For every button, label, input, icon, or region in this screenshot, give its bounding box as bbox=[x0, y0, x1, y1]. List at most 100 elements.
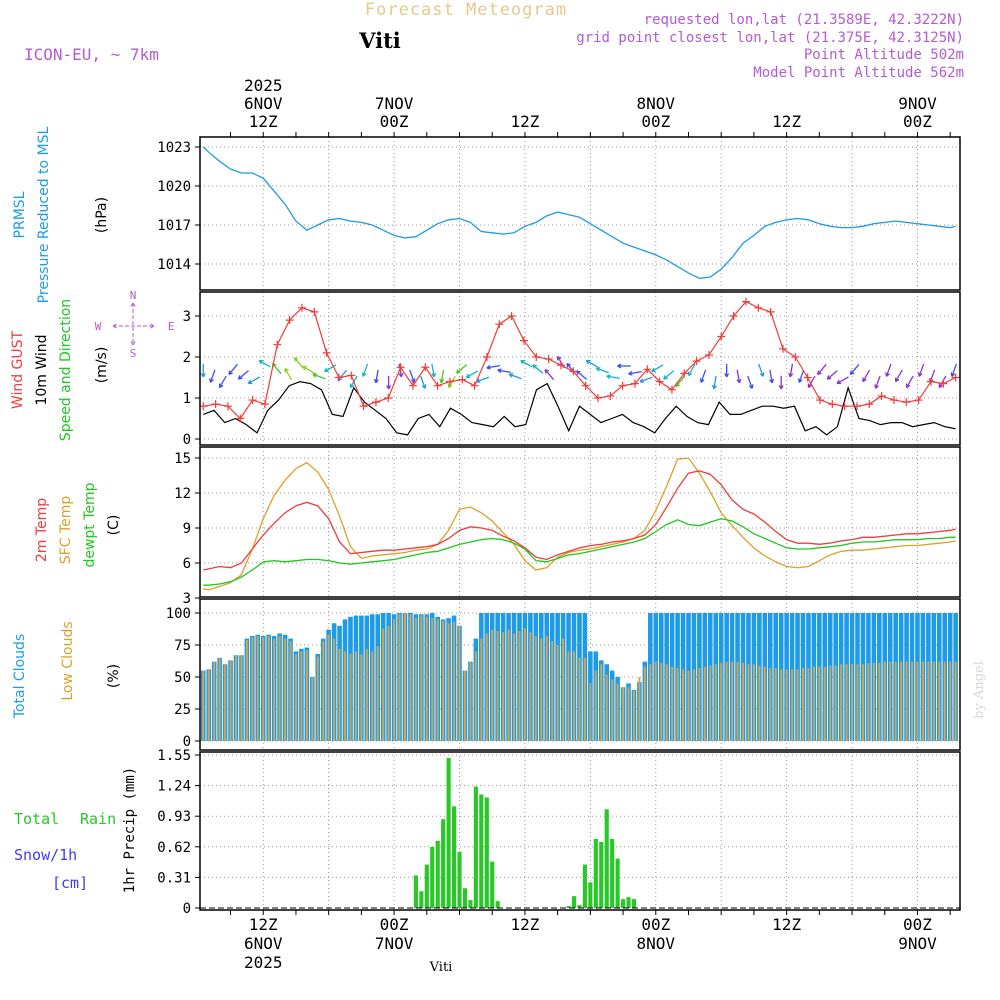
gust-marker bbox=[507, 312, 516, 320]
low-cloud-bar bbox=[442, 620, 445, 741]
wind-dir-label: Speed and Direction bbox=[58, 299, 74, 441]
gust-marker bbox=[470, 381, 479, 390]
low-cloud-bar bbox=[687, 670, 690, 741]
meteogram-title: Forecast Meteogram bbox=[365, 0, 567, 20]
low-cloud-bar bbox=[382, 628, 385, 741]
precip-bar bbox=[484, 797, 489, 908]
precip-bar bbox=[413, 875, 418, 908]
wind-arrow bbox=[508, 372, 522, 380]
wind-arrow bbox=[324, 364, 337, 373]
low-cloud-bar bbox=[949, 661, 952, 741]
low-cloud-bar bbox=[567, 651, 570, 741]
wind-arrow bbox=[544, 368, 555, 381]
y-axis-ticks: 1014 1017 1020 1023 bbox=[157, 140, 200, 273]
wind-arrow bbox=[788, 363, 794, 378]
gust-marker bbox=[815, 396, 824, 405]
gust-markers bbox=[199, 297, 960, 423]
precip-bar bbox=[451, 806, 457, 908]
y-tick-label: 1023 bbox=[157, 140, 191, 156]
pressure-panel-labels: PRMSL Pressure Reduced to MSL (hPa) bbox=[12, 126, 110, 303]
low-cloud-bar bbox=[463, 670, 466, 741]
gust-marker bbox=[717, 332, 726, 341]
low-cloud-bar bbox=[376, 646, 379, 741]
low-cloud-bar bbox=[791, 669, 794, 741]
low-cloud-bar bbox=[589, 683, 592, 741]
low-cloud-bar bbox=[742, 662, 744, 741]
wind-arrow bbox=[769, 369, 775, 384]
wind-arrow bbox=[595, 366, 610, 374]
low-cloud-bar bbox=[692, 669, 695, 741]
precip-bar bbox=[577, 905, 582, 908]
low-cloud-bar bbox=[322, 641, 325, 741]
wind-arrow bbox=[312, 372, 326, 380]
wind-arrow bbox=[826, 370, 838, 380]
y-tick-label: 9 bbox=[183, 521, 191, 537]
precip-bar bbox=[473, 786, 478, 908]
dewpt-label: dewpt Temp bbox=[82, 482, 98, 567]
gust-marker bbox=[791, 353, 800, 361]
low-cloud-bar bbox=[300, 651, 303, 741]
low-cloud-bar bbox=[905, 661, 908, 741]
gust-marker bbox=[347, 371, 356, 380]
low-cloud-bar bbox=[240, 655, 243, 741]
gust-marker bbox=[680, 369, 689, 378]
top-axis-label: 8NOV bbox=[637, 94, 676, 113]
gust-marker bbox=[556, 361, 565, 370]
precip-bar bbox=[441, 819, 446, 908]
wind-arrow bbox=[724, 363, 730, 378]
wind-speed-line bbox=[203, 380, 956, 436]
temp-2m-line bbox=[203, 470, 956, 571]
wind-arrow bbox=[651, 364, 664, 373]
y-tick-label: 1020 bbox=[157, 179, 191, 195]
low-cloud-bar bbox=[916, 661, 919, 741]
wind-arrow bbox=[849, 363, 860, 376]
low-cloud-bar bbox=[889, 661, 892, 741]
low-cloud-bar bbox=[556, 645, 559, 741]
low-cloud-bar bbox=[229, 660, 232, 741]
low-cloud-bar bbox=[485, 633, 488, 741]
gust-marker bbox=[630, 379, 639, 388]
gridlines bbox=[200, 752, 960, 910]
precip-bar bbox=[610, 838, 615, 908]
y-tick-label: 0 bbox=[183, 901, 191, 917]
gust-marker bbox=[421, 363, 430, 372]
snow-unit-label: [cm] bbox=[52, 874, 88, 892]
low-cloud-bar bbox=[251, 637, 254, 741]
wind-arrow bbox=[361, 363, 369, 377]
low-cloud-bar bbox=[354, 651, 357, 741]
precip-bar bbox=[588, 882, 593, 908]
low-cloud-bar bbox=[349, 653, 352, 741]
gust-marker bbox=[643, 365, 652, 374]
panel-frame bbox=[199, 136, 961, 291]
low-cloud-bar bbox=[627, 687, 630, 741]
gust-marker bbox=[877, 391, 886, 400]
wind-arrow bbox=[409, 369, 416, 383]
gust-marker bbox=[704, 350, 713, 359]
y-tick-label: 0.93 bbox=[157, 809, 191, 825]
low-cloud-bar bbox=[752, 664, 755, 741]
low-cloud-bar bbox=[872, 662, 875, 741]
low-cloud-bar bbox=[256, 636, 259, 741]
wind-arrow bbox=[862, 369, 871, 383]
low-cloud-bar bbox=[529, 632, 532, 741]
gust-marker bbox=[914, 396, 923, 405]
model-label: ICON-EU, ~ 7km bbox=[24, 45, 159, 64]
low-cloud-bar bbox=[327, 634, 330, 741]
y-tick-label: 25 bbox=[174, 702, 191, 718]
low-cloud-bar bbox=[502, 632, 505, 741]
precip-bar bbox=[615, 858, 620, 908]
total-clouds-label: Total Clouds bbox=[12, 634, 28, 719]
low-cloud-bar bbox=[665, 664, 668, 741]
cloud-unit-label: (%) bbox=[106, 664, 122, 688]
gust-marker bbox=[852, 402, 861, 411]
wind-arrow bbox=[874, 375, 881, 389]
gust-marker bbox=[766, 307, 775, 316]
top-axis-label: 2025 bbox=[244, 76, 283, 95]
temp-unit-label: (C) bbox=[106, 515, 122, 536]
precip-bar bbox=[419, 891, 424, 908]
y-tick-label: 0 bbox=[183, 432, 191, 448]
y-tick-label: 15 bbox=[174, 451, 191, 467]
bottom-axis-label: 12Z bbox=[510, 915, 539, 934]
low-cloud-bar bbox=[954, 661, 957, 741]
